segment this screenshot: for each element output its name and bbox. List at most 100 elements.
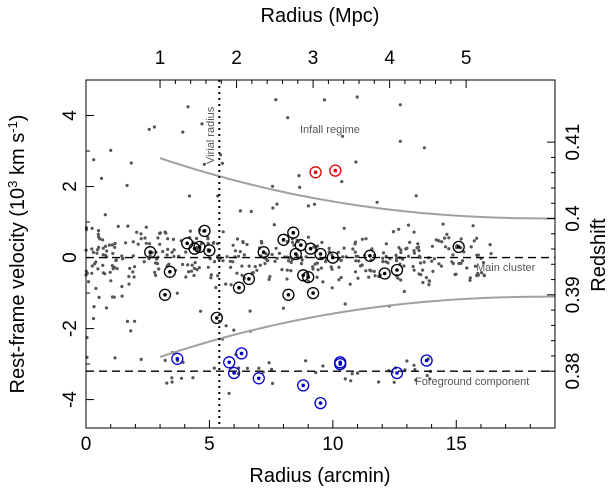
member-dot — [382, 271, 387, 276]
background-galaxy-point — [394, 253, 398, 257]
background-galaxy-point — [113, 245, 117, 249]
background-galaxy-point — [248, 309, 252, 313]
background-galaxy-point — [186, 263, 190, 267]
background-galaxy-point — [482, 274, 486, 278]
background-galaxy-point — [120, 284, 124, 289]
top-tick-label: 5 — [461, 48, 472, 69]
main-cluster-annotation: Main cluster — [476, 262, 536, 274]
circled-black-member — [144, 246, 157, 259]
background-galaxy-point — [107, 243, 111, 247]
background-galaxy-point — [357, 259, 361, 263]
member-dot — [291, 230, 296, 235]
circled-black-member — [232, 281, 246, 294]
background-galaxy-point — [408, 240, 412, 244]
member-dot — [299, 243, 303, 247]
background-galaxy-point — [264, 252, 268, 256]
background-galaxy-point — [142, 260, 146, 264]
background-galaxy-point — [245, 366, 249, 370]
background-galaxy-point — [330, 267, 334, 271]
background-galaxy-point — [94, 260, 98, 264]
background-galaxy-point — [131, 270, 135, 274]
circled-blue-member — [171, 352, 184, 365]
background-galaxy-point — [109, 148, 113, 152]
background-galaxy-point — [247, 264, 251, 268]
bottom-axis: 0 5 10 15 — [81, 420, 531, 455]
background-galaxy-point — [245, 242, 249, 247]
background-galaxy-point — [120, 254, 124, 258]
background-galaxy-point — [350, 372, 354, 376]
left-axis: -4 -2 0 2 4 — [60, 110, 94, 408]
background-galaxy-point — [97, 295, 101, 299]
background-galaxy-point — [339, 275, 343, 280]
background-galaxy-point — [104, 306, 109, 310]
infall-regime-annotation: Infall regime — [300, 124, 360, 136]
background-galaxy-point — [272, 223, 276, 227]
background-galaxy-point — [190, 263, 194, 267]
background-galaxy-point — [94, 286, 98, 291]
x-tick-label: 0 — [81, 434, 92, 455]
virial-radius-annotation: Virial radius — [205, 106, 217, 164]
member-ring — [210, 311, 223, 325]
background-galaxy-point — [157, 267, 161, 271]
background-galaxy-point — [386, 261, 390, 265]
background-galaxy-point — [229, 265, 233, 269]
top-tick-label: 1 — [155, 48, 166, 69]
background-galaxy-point — [143, 236, 147, 240]
member-ring — [302, 270, 315, 284]
background-galaxy-point — [437, 262, 441, 266]
member-ring — [252, 372, 265, 385]
member-ring — [306, 286, 320, 300]
member-ring — [158, 288, 172, 301]
background-galaxy-point — [406, 223, 411, 227]
background-galaxy-point — [116, 224, 120, 228]
background-galaxy-point — [407, 254, 411, 258]
background-galaxy-point — [170, 380, 174, 384]
top-tick-label: 4 — [384, 48, 395, 69]
background-galaxy-point — [101, 246, 105, 250]
member-dot — [311, 291, 315, 295]
background-galaxy-point — [372, 269, 376, 273]
background-galaxy-point — [286, 116, 290, 120]
background-galaxy-point — [209, 273, 213, 277]
background-galaxy-point — [148, 254, 152, 258]
background-galaxy-point — [397, 227, 401, 231]
background-galaxy-point — [275, 256, 279, 260]
background-galaxy-point — [321, 364, 325, 368]
plot-frame — [85, 79, 556, 429]
background-galaxy-point — [427, 283, 431, 287]
background-galaxy-point — [443, 236, 447, 240]
background-galaxy-point — [92, 305, 96, 309]
background-galaxy-point — [96, 229, 101, 233]
background-galaxy-point — [473, 264, 477, 268]
circled-black-member — [158, 288, 172, 301]
background-galaxy-point — [99, 176, 104, 180]
background-galaxy-point — [136, 242, 140, 246]
background-galaxy-point — [445, 232, 449, 236]
member-ring — [277, 233, 290, 246]
circled-blue-member — [314, 396, 327, 410]
background-galaxy-point — [341, 255, 345, 259]
member-dot — [163, 293, 167, 297]
member-ring — [144, 246, 157, 259]
background-galaxy-point — [356, 371, 360, 375]
background-galaxy-point — [354, 254, 358, 258]
background-galaxy-point — [103, 272, 107, 276]
circled-blue-member — [334, 357, 347, 371]
background-galaxy-point — [322, 98, 326, 102]
background-galaxy-point — [396, 276, 400, 280]
background-galaxy-point — [297, 174, 301, 178]
background-galaxy-point — [417, 248, 421, 253]
member-dot — [308, 246, 313, 251]
background-galaxy-point — [381, 251, 386, 255]
background-galaxy-point — [280, 268, 284, 272]
circled-red-member — [329, 164, 342, 177]
background-galaxy-point — [101, 263, 105, 267]
background-galaxy-point — [170, 250, 174, 254]
background-galaxy-point — [221, 259, 225, 263]
background-galaxy-point — [120, 294, 124, 298]
background-galaxy-point — [240, 264, 244, 268]
circled-black-member — [452, 240, 465, 254]
background-galaxy-point — [179, 376, 184, 380]
background-galaxies — [84, 95, 493, 395]
